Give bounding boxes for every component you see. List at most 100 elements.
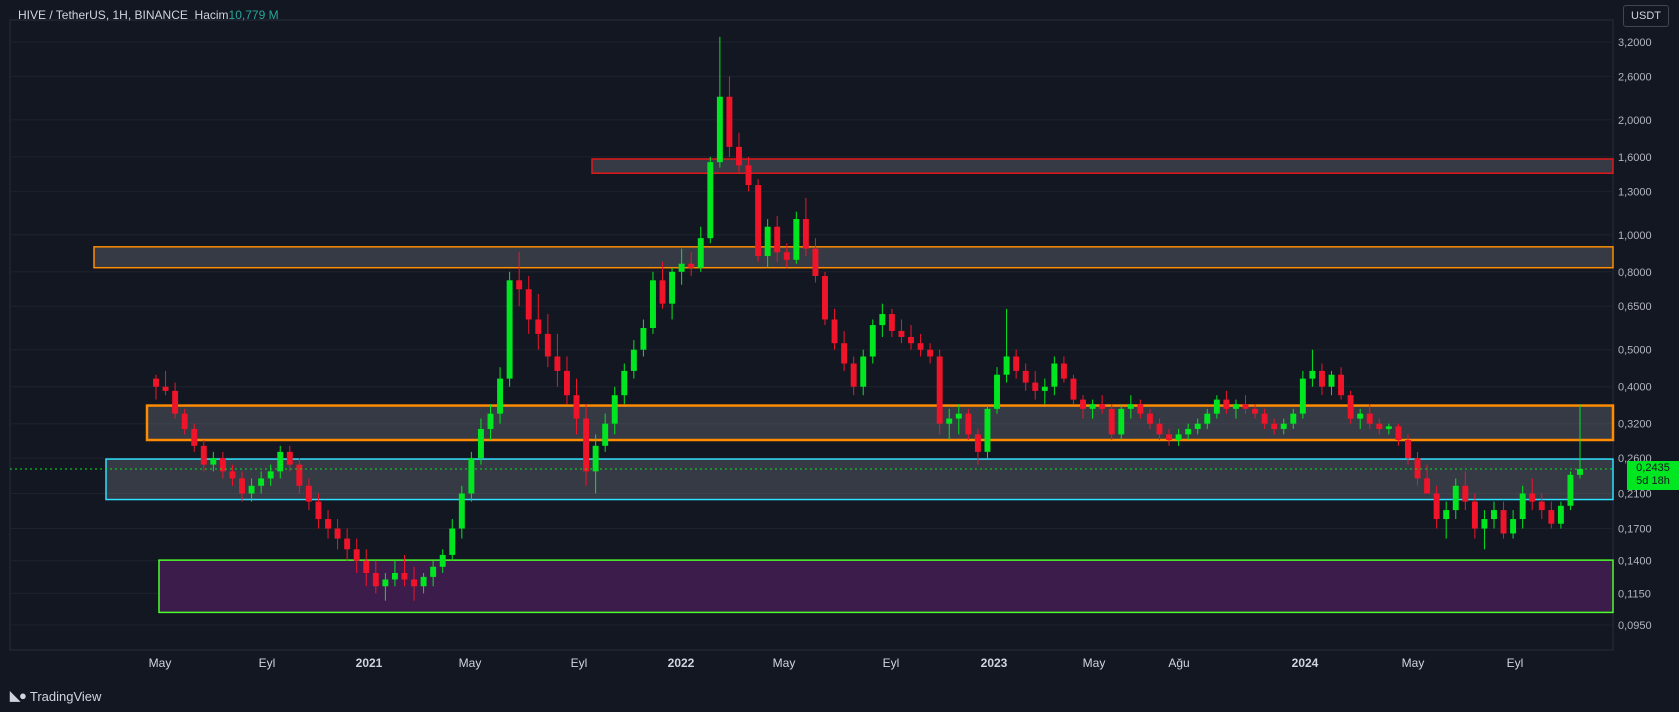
candle-body [793,219,800,260]
candle-body [382,579,389,587]
candle-body [286,451,293,465]
candle-body [994,374,1000,409]
candle-body [1223,399,1230,409]
x-tick-label: Eyl [571,656,588,670]
candle-body [1318,370,1325,387]
candle-body [650,280,656,328]
zone-orange-upper [93,246,1614,269]
zone-orange-mid [145,404,1615,442]
zone-red-resistance [591,158,1614,174]
volume-label: Hacim [194,8,229,22]
y-tick-label: 0,3200 [1618,419,1652,431]
candle-body [1366,413,1373,424]
candle-body [955,413,962,419]
candle-body [1013,356,1020,371]
x-tick-label: May [1402,656,1425,670]
candle-body [879,314,886,326]
candle-body [563,370,570,396]
price-axis: 3,2000 2,6000 2,0000 1,6000 1,3000 1,0000 0,80… [1618,37,1652,632]
candle-body [1481,519,1488,529]
candle-body [783,252,790,260]
y-tick-label: 2,6000 [1618,71,1652,83]
y-tick-label: 1,6000 [1618,152,1652,164]
y-tick-label: 0,1700 [1618,524,1652,536]
y-tick-label: 1,0000 [1618,230,1652,242]
candle-body [334,528,341,539]
zone-green-base [158,559,1614,614]
candle-body [1529,493,1536,502]
x-tick-label: May [773,656,796,670]
candle-body [669,271,676,304]
candle-body [1309,370,1316,379]
candle-body [1194,423,1201,429]
candle-body [1462,485,1469,502]
candle-body [630,349,637,371]
y-tick-label: 0,8000 [1618,267,1652,279]
candle-body [401,573,408,580]
candle-body [726,96,733,147]
candle-body [296,464,303,486]
time-axis: May Eyl 2021 May Eyl 2022 May Eyl 2023 May Ağu 2024… [149,656,1524,670]
candle-body [860,356,867,387]
candle-body [1338,374,1345,396]
candle-body [1041,386,1048,391]
currency-button[interactable]: USDT [1623,5,1669,27]
x-tick-label: Eyl [259,656,276,670]
candle-body [583,418,590,472]
candle-body [659,280,666,304]
x-tick-label: Eyl [883,656,900,670]
interval-label: 1H [112,8,128,22]
candle-body [974,434,981,452]
candle-body [898,330,905,337]
y-tick-label: 0,1150 [1618,588,1651,600]
candle-body [1433,493,1440,520]
exchange-label: BINANCE [134,8,188,22]
candle-body [1232,404,1239,409]
candle-body [1376,423,1383,429]
candle-body [477,428,484,459]
x-tick-label: 2022 [668,656,695,670]
candle-body [1443,510,1450,520]
candle-body [1519,493,1526,520]
candle-body [1280,423,1287,429]
candle-body [325,519,331,529]
candle-body [1557,505,1564,524]
chart-grid [9,19,1614,651]
candle-body [191,428,198,446]
candle-body [544,333,551,357]
candle-body [869,325,876,357]
y-tick-label: 1,3000 [1618,186,1652,198]
candle-body [172,390,179,414]
x-tick-label: Eyl [1507,656,1524,670]
candle-body [1471,501,1478,529]
candle-body [1060,363,1067,379]
footer-brand[interactable]: ◣● TradingView [10,688,101,704]
candle-body [1242,404,1249,409]
candle-body [219,458,226,472]
candle-body [1385,426,1392,429]
candle-body [1099,404,1106,409]
candle-body [468,458,475,494]
y-tick-label: 0,0950 [1618,620,1652,632]
y-tick-label: 0,6500 [1618,301,1652,313]
x-tick-label: May [459,656,482,670]
volume-value: 10,779 M [228,8,279,22]
y-tick-label: 0,5000 [1618,345,1652,357]
candle-body [1166,434,1173,441]
candle-body [210,458,217,465]
x-tick-label: May [149,656,172,670]
candle-body [1395,426,1402,441]
candle-body [162,386,169,391]
candle-body [1510,519,1517,534]
candle-body [305,485,312,502]
candle-body [688,263,695,268]
y-tick-label: 3,2000 [1618,37,1652,49]
candle-body [1271,423,1278,429]
candle-body [1175,434,1182,441]
candle-body [1127,404,1134,409]
candle-body [258,478,265,486]
candle-body [936,356,943,424]
candle-body [1118,408,1125,435]
candle-body [1070,378,1077,400]
